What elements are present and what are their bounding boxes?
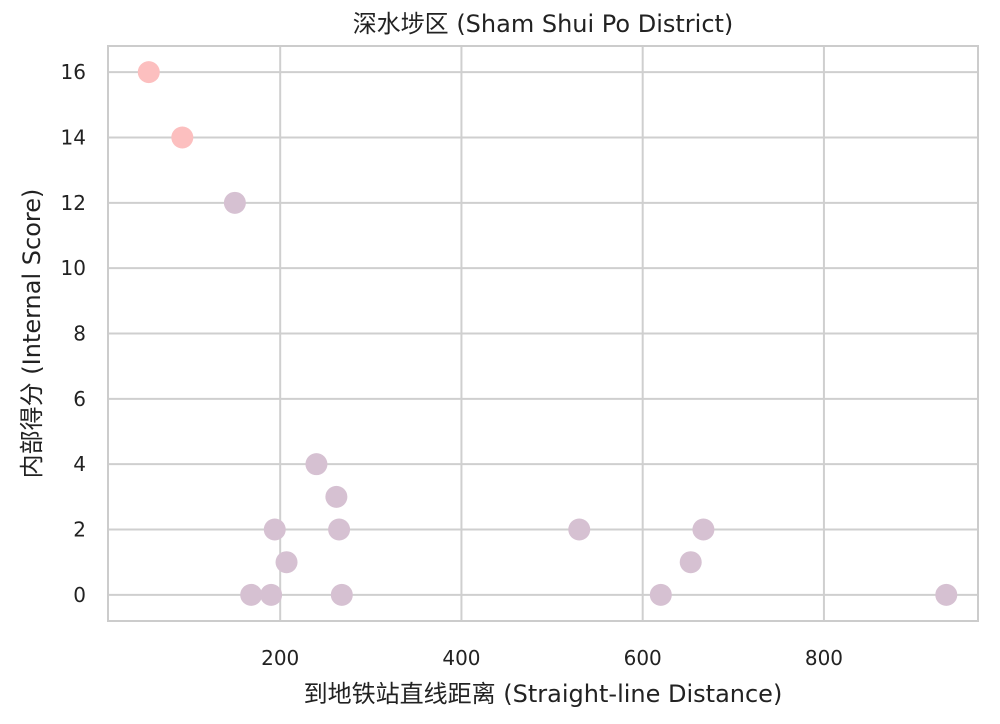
data-point bbox=[260, 583, 283, 606]
data-point bbox=[305, 453, 328, 476]
data-point bbox=[330, 583, 353, 606]
data-point bbox=[935, 583, 958, 606]
y-tick-label: 6 bbox=[73, 387, 86, 411]
y-tick-label: 8 bbox=[73, 322, 86, 346]
data-point bbox=[223, 191, 246, 214]
data-point bbox=[137, 61, 160, 84]
plot-frame bbox=[107, 45, 979, 622]
x-axis-title: 到地铁站直线距离 (Straight-line Distance) bbox=[304, 680, 783, 708]
x-tick-label: 600 bbox=[624, 646, 662, 670]
y-tick-label: 2 bbox=[73, 518, 86, 542]
data-point bbox=[171, 126, 194, 149]
grid-lines bbox=[108, 46, 978, 621]
y-axis-title: 内部得分 (Internal Score) bbox=[18, 189, 46, 479]
chart-title: 深水埗区 (Sham Shui Po District) bbox=[353, 10, 734, 38]
data-point bbox=[263, 518, 286, 541]
y-tick-label: 10 bbox=[61, 256, 86, 280]
x-tick-label: 800 bbox=[805, 646, 843, 670]
y-tick-label: 14 bbox=[61, 125, 86, 149]
data-point bbox=[240, 583, 263, 606]
y-tick-label: 16 bbox=[61, 60, 86, 84]
y-tick-label: 12 bbox=[61, 191, 86, 215]
data-point bbox=[692, 518, 715, 541]
y-tick-label: 0 bbox=[73, 583, 86, 607]
data-point bbox=[679, 551, 702, 574]
data-point bbox=[649, 583, 672, 606]
x-tick-labels: 200 400 600 800 bbox=[261, 646, 843, 670]
x-tick-label: 200 bbox=[261, 646, 299, 670]
data-points bbox=[137, 61, 958, 606]
data-point bbox=[325, 485, 348, 508]
y-tick-labels: 0 2 4 6 8 10 12 14 16 bbox=[61, 60, 86, 607]
y-tick-label: 4 bbox=[73, 452, 86, 476]
x-tick-label: 400 bbox=[442, 646, 480, 670]
data-point bbox=[328, 518, 351, 541]
data-point bbox=[275, 551, 298, 574]
data-point bbox=[568, 518, 591, 541]
